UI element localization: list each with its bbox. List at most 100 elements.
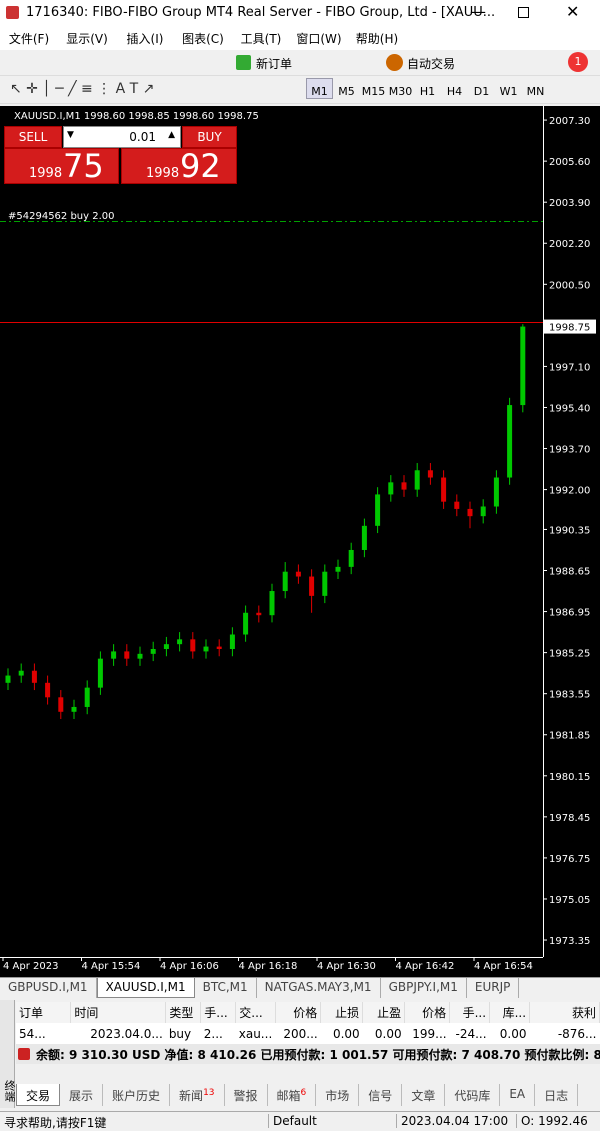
terminal-tab[interactable]: 日志 — [535, 1084, 579, 1106]
bid-box[interactable]: 1998 75 — [4, 147, 119, 185]
chart: XAUUSD.I,M1 1998.60 1998.85 1998.60 1998… — [0, 106, 600, 977]
ask-small: 1998 — [146, 166, 180, 181]
terminal-tab[interactable]: 交易 — [16, 1084, 61, 1106]
candle-body — [137, 653, 143, 659]
terminal-tab[interactable]: 新闻13 — [170, 1084, 225, 1106]
chart-tab[interactable]: XAUUSD.I,M1 — [96, 978, 195, 998]
chart-tab[interactable]: GBPJPY.I,M1 — [381, 978, 467, 998]
timeframe[interactable]: M1 — [306, 78, 333, 99]
timeframe[interactable]: M15 — [361, 85, 386, 98]
lots-down[interactable]: ▼ — [67, 130, 74, 140]
tab-label: 交易 — [26, 1089, 51, 1103]
chart-bg — [0, 106, 600, 977]
order-label: #54294562 buy 2.00 — [8, 211, 115, 222]
timeframe[interactable]: M30 — [388, 85, 413, 98]
tab-label: 信号 — [368, 1089, 393, 1103]
terminal-tab[interactable]: 展示 — [60, 1084, 104, 1106]
candle-body — [84, 687, 90, 707]
menu-item[interactable]: 窗口(W) — [296, 32, 342, 46]
order-cell: 0.00 — [374, 1026, 402, 1041]
chart-tab[interactable]: GBPUSD.I,M1 — [0, 978, 97, 998]
toolbar: 新订单 自动交易 1 — [0, 50, 600, 76]
minimize[interactable]: — — [470, 2, 486, 21]
bid-big: 75 — [63, 147, 104, 185]
order-cell: 54... — [19, 1026, 46, 1041]
candle-body — [454, 501, 460, 509]
menu-item[interactable]: 图表(C) — [182, 32, 224, 46]
column-header: 时间 — [70, 1002, 167, 1023]
tab-label: 代码库 — [454, 1089, 491, 1103]
tab-label: 警报 — [233, 1089, 258, 1103]
candle-body — [520, 326, 526, 406]
y-tick-label: 1998.75 — [549, 323, 590, 334]
new-order[interactable]: 新订单 — [256, 57, 293, 71]
terminal-tab[interactable]: EA — [500, 1084, 536, 1106]
x-tick-label: 4 Apr 16:42 — [396, 961, 455, 972]
terminal-tab[interactable]: 邮箱6 — [268, 1084, 317, 1106]
auto-trade[interactable]: 自动交易 — [407, 57, 456, 71]
y-tick-label: 1980.15 — [549, 772, 590, 783]
x-tick-label: 4 Apr 2023 — [3, 961, 58, 972]
tab-label: 邮箱 — [276, 1089, 301, 1103]
x-tick-label: 4 Apr 16:18 — [239, 961, 298, 972]
timeframe[interactable]: MN — [526, 85, 545, 98]
candle-body — [375, 494, 381, 526]
ask-box[interactable]: 1998 92 — [121, 147, 237, 185]
column-header: 手... — [200, 1002, 237, 1023]
timeframe[interactable]: H1 — [419, 85, 436, 98]
app-icon — [6, 6, 19, 19]
tab-label: 文章 — [411, 1089, 436, 1103]
menu-item[interactable]: 显示(V) — [66, 32, 108, 46]
column-header: 价格 — [404, 1002, 451, 1023]
x-tick-label: 4 Apr 16:06 — [160, 961, 219, 972]
buy-button[interactable]: BUY — [182, 126, 237, 148]
tab-badge: 13 — [203, 1088, 215, 1098]
y-tick-label: 1985.25 — [549, 649, 590, 660]
notification-badge[interactable]: 1 — [568, 52, 588, 72]
y-tick-label: 1995.40 — [549, 403, 590, 414]
menu-item[interactable]: 插入(I) — [126, 32, 164, 46]
candle-body — [124, 651, 130, 659]
candle-body — [31, 670, 37, 683]
menu-item[interactable]: 工具(T) — [240, 32, 282, 46]
terminal-side: 终端 — [0, 1000, 16, 1108]
status-item: 寻求帮助,请按F1键 — [4, 1116, 107, 1130]
timeframe[interactable]: H4 — [446, 85, 463, 98]
timeframe[interactable]: M5 — [338, 85, 355, 98]
close[interactable]: ✕ — [566, 2, 580, 21]
chart-tab[interactable]: BTC,M1 — [195, 978, 257, 998]
terminal-tab[interactable]: 信号 — [359, 1084, 403, 1106]
sell-button[interactable]: SELL — [4, 126, 62, 148]
lots-input[interactable]: ▼ 0.01 ▲ — [63, 126, 181, 148]
chart-tab[interactable]: NATGAS.MAY3,M1 — [257, 978, 381, 998]
terminal-tab[interactable]: 账户历史 — [103, 1084, 171, 1106]
tab-label: EA — [509, 1087, 526, 1101]
status-item: 2023.04.04 17:00 — [396, 1114, 508, 1128]
y-tick-label: 1976.75 — [549, 854, 590, 865]
status-item: Default — [268, 1114, 317, 1128]
chart-tab[interactable]: EURJP — [467, 978, 520, 998]
y-tick-label: 1988.65 — [549, 567, 590, 578]
maximize[interactable] — [518, 7, 529, 18]
timeframe[interactable]: W1 — [499, 85, 518, 98]
column-header: 订单 — [16, 1002, 72, 1023]
candle-body — [18, 670, 24, 676]
terminal-tab[interactable]: 市场 — [316, 1084, 360, 1106]
order-row[interactable]: 54... 2023.04.0... buy 2... xau... 200... 0.00… — [16, 1023, 600, 1044]
column-header: 交... — [235, 1002, 277, 1023]
candle-body — [361, 525, 367, 550]
order-cell: 200... — [283, 1026, 318, 1041]
terminal-tab[interactable]: 警报 — [225, 1084, 268, 1106]
lots-up[interactable]: ▲ — [168, 130, 175, 140]
auto-trade-icon — [386, 54, 403, 71]
terminal-tab[interactable]: 代码库 — [445, 1084, 501, 1106]
menu-item[interactable]: 帮助(H) — [355, 32, 399, 46]
y-tick-label: 1990.35 — [549, 525, 590, 536]
menu-item[interactable]: 文件(F) — [8, 32, 50, 46]
candle-body — [256, 612, 262, 616]
terminal-tab[interactable]: 文章 — [402, 1084, 446, 1106]
terminal-tabs: 交易 展示 账户历史 新闻13 警报 邮箱6 市场 信号 文章 代码库 EA 日志 — [16, 1084, 600, 1106]
toolbar: M1 M5 M15 M30 H1 H4 D1 W1 MN ↖ ✛ │ ─ ╱ ≡ ⋮ A T ↗ — [0, 78, 600, 104]
timeframe[interactable]: D1 — [473, 85, 490, 98]
